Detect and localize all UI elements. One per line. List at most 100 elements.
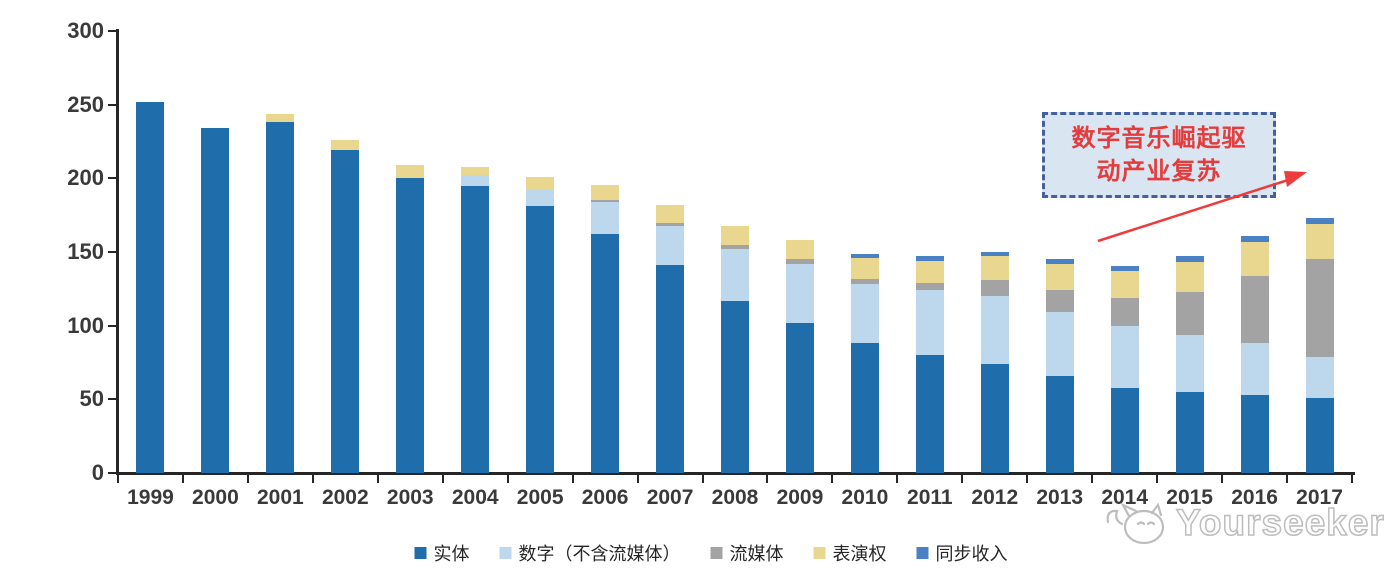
bar-segment [1240,241,1269,276]
x-axis-tick [506,475,509,483]
x-axis-tick [181,475,184,483]
bar-segment [915,355,944,473]
bar-segment [1045,259,1074,264]
bar-segment [1175,256,1204,263]
bar-segment [1240,394,1269,473]
y-axis-tick [108,324,117,327]
x-axis-tick-label: 2007 [646,486,694,509]
legend-swatch-icon [499,547,512,559]
x-axis-tick-label: 2012 [971,486,1019,509]
bar-segment [1045,375,1074,473]
x-axis-tick [1091,475,1094,483]
x-axis-tick-label: 2015 [1166,486,1213,509]
bar-segment [1045,312,1074,376]
bar-segment [396,178,425,473]
x-axis-tick [896,475,899,483]
bar-segment [721,249,749,301]
x-axis-tick [311,475,314,483]
bar-segment [785,322,814,473]
bar-2008 [721,225,749,473]
bar-segment [136,101,165,473]
bar-segment [1305,397,1334,473]
bar-segment [266,122,295,473]
x-axis-tick [1351,475,1353,483]
bar-2011 [915,256,944,473]
x-axis-tick-label: 2001 [257,486,304,509]
bar-segment [980,363,1009,473]
annotation-text-line2: 动产业复苏 [1096,158,1222,185]
bar-segment [331,140,360,151]
legend-swatch-icon [916,547,929,559]
bar-segment [850,284,879,344]
bar-segment [591,201,620,235]
bar-segment [656,225,685,266]
x-axis-tick-label: 2000 [192,486,239,509]
bar-segment [915,260,944,283]
bar-segment [1305,224,1334,260]
y-axis-tick-label: 100 [67,312,104,338]
x-axis-tick [1286,475,1289,483]
bar-segment [656,222,685,226]
y-axis-tick-label: 300 [67,18,104,43]
bar-segment [850,257,879,279]
bar-2007 [656,204,685,473]
bar-segment [266,113,295,123]
legend-label: 同步收入 [935,544,1008,564]
bar-segment [785,259,814,264]
bar-segment [980,280,1009,297]
x-axis-tick [831,475,834,483]
x-axis-tick [636,475,639,483]
bar-segment [526,176,555,189]
bar-segment [1305,356,1334,398]
legend-item: 数字（不含流媒体） [499,540,681,566]
bar-1999 [136,101,165,473]
bar-segment [591,234,620,473]
bar-2003 [396,165,425,473]
bar-segment [1240,275,1269,344]
bar-segment [1175,334,1204,392]
bar-2004 [461,166,490,473]
y-axis-tick [108,251,117,253]
legend-item: 同步收入 [916,540,1008,566]
bar-segment [526,206,555,473]
bar-segment [980,252,1009,257]
bar-2002 [331,140,360,473]
bar-segment [656,204,685,223]
bar-segment [1175,391,1204,473]
watermark: Yourseeker [1100,496,1385,550]
x-axis-tick-label: 2017 [1296,486,1343,509]
x-axis-tick-label: 2013 [1036,486,1084,509]
bar-segment [461,185,490,473]
bar-segment [721,244,749,250]
bar-segment [201,128,230,473]
bar-2005 [526,176,555,473]
bar-segment [850,343,879,473]
x-axis-tick-label: 2009 [776,486,824,509]
bar-segment [331,150,360,473]
x-axis-tick [117,475,119,483]
x-axis-tick [1221,475,1224,483]
bar-segment [1175,291,1204,335]
legend-swatch-icon [414,547,427,559]
bar-segment [980,256,1009,281]
x-axis-tick-label: 2014 [1101,486,1149,509]
bar-2013 [1045,259,1074,473]
bar-2000 [201,128,230,473]
x-axis-tick [1026,475,1029,483]
y-axis-tick-label: 0 [91,460,104,485]
watermark-text: Yourseeker [1175,502,1385,544]
legend-swatch-icon [710,547,723,559]
y-axis-tick [108,103,117,106]
legend-label: 流媒体 [729,544,784,564]
legend-label: 表演权 [832,544,887,564]
annotation-callout: 数字音乐崛起驱 动产业复苏 [1042,112,1276,198]
bar-segment [1045,290,1074,313]
x-axis-tick-label: 2008 [711,486,759,509]
bar-2010 [850,253,879,473]
x-axis-tick-label: 2006 [581,486,629,509]
bar-segment [526,188,555,207]
bar-segment [915,282,944,291]
y-axis-tick-label: 50 [79,386,104,412]
bar-segment [785,263,814,323]
bar-2009 [785,240,814,473]
